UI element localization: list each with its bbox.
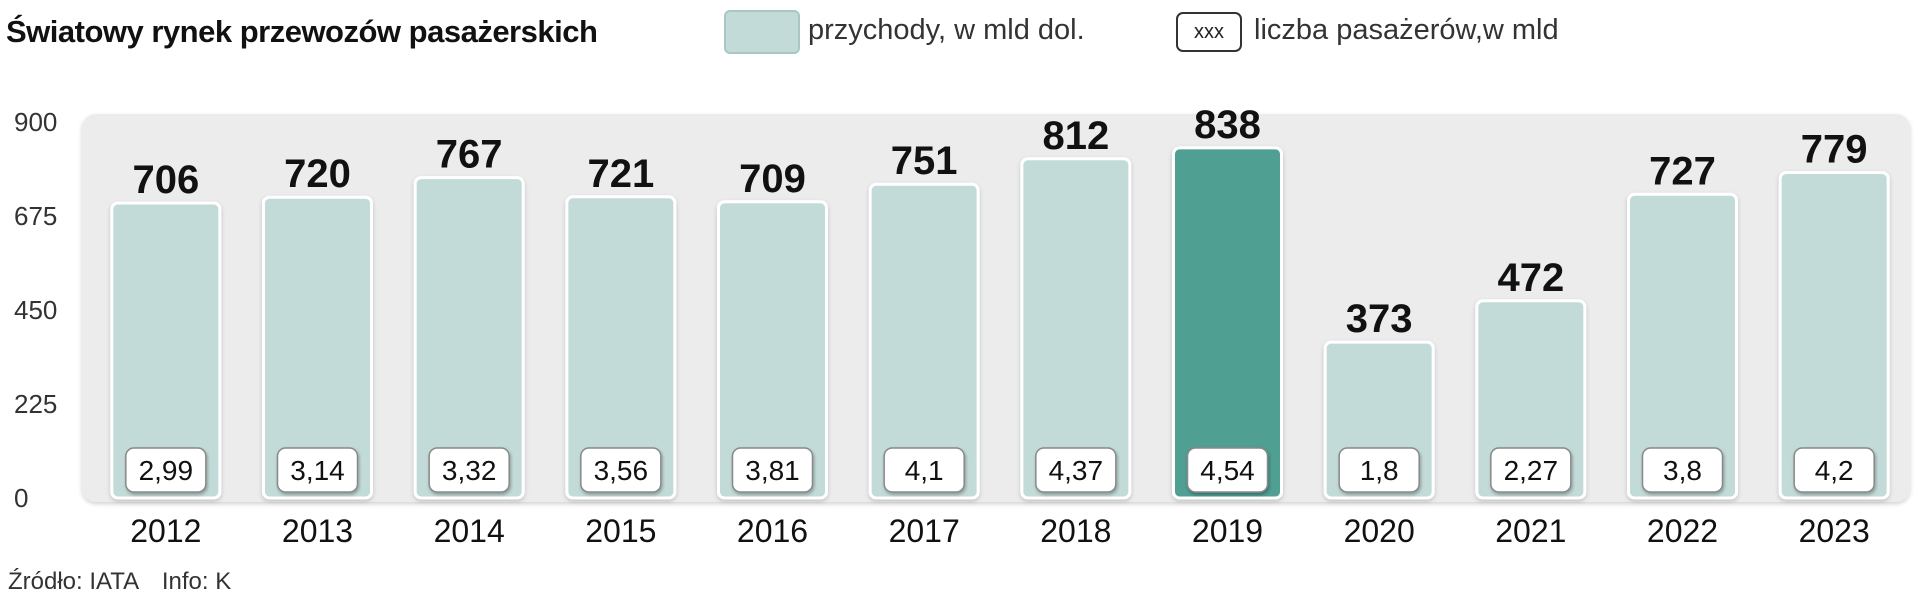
passenger-box	[428, 447, 510, 493]
bar-value-label: 373	[1346, 297, 1413, 341]
passenger-value-label: 2,99	[139, 455, 194, 486]
passenger-value-label: 2,27	[1504, 455, 1559, 486]
passenger-value-label: 3,56	[594, 455, 649, 486]
source-line: Źródło: IATA Info: K	[8, 568, 247, 596]
x-tick-label: 2014	[434, 513, 505, 549]
x-tick-label: 2020	[1344, 513, 1415, 549]
bar-value-label: 720	[284, 152, 351, 196]
passenger-box	[1641, 447, 1724, 493]
plot-panel	[82, 114, 1910, 502]
x-tick-label: 2018	[1040, 513, 1111, 549]
bar-value-label: 767	[436, 133, 503, 177]
x-tick-label: 2013	[282, 513, 353, 549]
chart-title: Światowy rynek przewozów pasażerskich	[6, 14, 598, 49]
bar	[1778, 171, 1890, 500]
passenger-box	[1490, 447, 1572, 493]
passenger-value-label: 4,1	[905, 455, 944, 486]
passenger-value-label: 3,32	[442, 455, 497, 486]
passenger-box	[276, 447, 359, 493]
passenger-box	[580, 447, 662, 493]
passenger-value-label: 3,8	[1663, 455, 1702, 486]
x-tick-label: 2015	[585, 513, 656, 549]
bar-chart: 0 225 450 675 900 706 2,99 2012 720 3,14 2013 767 3,…	[14, 103, 1910, 549]
bar-value-label: 706	[132, 158, 199, 202]
bar	[262, 195, 373, 500]
bar-value-label: 727	[1649, 149, 1716, 193]
passenger-value-label: 4,37	[1049, 455, 1104, 486]
bar-value-label: 721	[587, 152, 654, 196]
bar	[565, 195, 677, 500]
y-tick-label: 675	[14, 201, 57, 231]
bar-value-label: 838	[1194, 103, 1261, 147]
x-tick-label: 2019	[1192, 513, 1263, 549]
bar	[868, 182, 980, 500]
x-tick-label: 2012	[130, 513, 201, 549]
x-tick-label: 2017	[889, 513, 960, 549]
passenger-value-label: 3,14	[290, 455, 345, 486]
passenger-box	[1338, 447, 1420, 493]
bar	[1627, 192, 1738, 500]
passenger-box	[125, 447, 207, 493]
legend-passengers-swatch: xxx	[1176, 12, 1242, 52]
passenger-box	[1793, 447, 1875, 493]
bar	[413, 176, 525, 500]
bar	[717, 200, 828, 500]
source-text: Źródło: IATA	[8, 568, 140, 595]
passenger-value-label: 4,2	[1815, 455, 1854, 486]
bar-value-label: 751	[891, 139, 958, 183]
chart-header: Światowy rynek przewozów pasażerskich pr…	[0, 0, 1920, 60]
legend-revenue-swatch	[724, 10, 800, 54]
y-tick-label: 450	[14, 295, 57, 325]
passenger-box	[731, 447, 814, 493]
x-tick-label: 2022	[1647, 513, 1718, 549]
x-tick-label: 2021	[1495, 513, 1566, 549]
passenger-value-label: 4,54	[1200, 455, 1255, 486]
info-text: Info: K	[161, 568, 232, 595]
x-tick-label: 2023	[1799, 513, 1870, 549]
legend-passengers-label: liczba pasażerów,w mld	[1254, 14, 1559, 46]
bar-value-label: 472	[1497, 256, 1564, 300]
bar	[1172, 146, 1283, 500]
x-tick-label: 2016	[737, 513, 808, 549]
passenger-box	[1035, 447, 1117, 493]
y-tick-label: 225	[14, 389, 57, 419]
bar-value-label: 779	[1801, 128, 1868, 172]
y-tick-label: 0	[14, 483, 28, 513]
legend-revenue-label: przychody, w mld dol.	[808, 14, 1085, 46]
y-tick-label: 900	[14, 107, 57, 137]
passenger-value-label: 3,81	[745, 455, 800, 486]
passenger-box	[1186, 447, 1269, 493]
passenger-box	[883, 447, 965, 493]
bar	[1020, 157, 1132, 500]
bar	[110, 201, 222, 500]
bar-value-label: 709	[739, 157, 806, 201]
bar-value-label: 812	[1042, 114, 1109, 158]
passenger-value-label: 1,8	[1360, 455, 1399, 486]
